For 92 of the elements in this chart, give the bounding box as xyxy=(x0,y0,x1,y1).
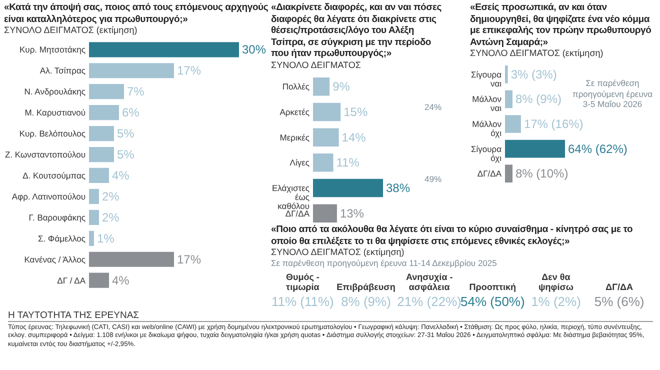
text: 24% xyxy=(423,102,442,112)
bar xyxy=(89,210,99,225)
y-tick-label: Κυρ. Μητσοτάκης xyxy=(20,44,86,55)
category-label: Θυμός - τιμωρία xyxy=(286,272,320,292)
bar xyxy=(89,126,114,142)
data-label: 4% xyxy=(112,273,130,288)
y-tick-label: Αλ. Τσίπρας xyxy=(40,66,86,76)
y-tick-label: Αρκετές xyxy=(280,106,310,116)
data-label: 17% xyxy=(177,252,202,266)
bar xyxy=(89,146,114,162)
data-label: 54% (50%) xyxy=(460,294,525,308)
text: Η ΤΑΥΤΟΤΗΤΑ ΤΗΣ ΕΡΕΥΝΑΣ xyxy=(8,310,653,322)
text: 49% xyxy=(423,174,442,184)
data-label: 17% xyxy=(177,64,202,78)
bar xyxy=(89,105,119,120)
category-label: Ανησυχία - ασφάλεια xyxy=(406,272,453,292)
y-tick-label: Λίγες xyxy=(290,157,310,168)
bar xyxy=(313,204,337,222)
category-label: ΔΓ/ΔΑ xyxy=(606,282,634,292)
bar xyxy=(89,230,94,246)
bar xyxy=(89,84,124,100)
y-tick-label: Μάλλον ναι xyxy=(472,94,502,114)
y-tick-label: Ν. Ανδρουλάκης xyxy=(24,86,86,97)
text: «Ποιο από τα ακόλουθα θα λέγατε ότι είναι το κύριο συναίσθημα - κίνητρό σας με το οποίο θα επιλέξετε το τι θα ψηφίσετε στις επόμενες εθνικές εκλογές;» xyxy=(271,224,634,247)
y-tick-label: Μάλλον όχι xyxy=(472,119,502,138)
bar xyxy=(505,140,565,158)
bar xyxy=(313,102,341,121)
y-tick-label: Αφρ. Λατινοπούλου xyxy=(12,191,86,202)
text: Σε παρένθεση προηγούμενη έρευνα 11-14 Δεκεμβρίου 2025 xyxy=(271,258,498,268)
data-label: 2% xyxy=(102,189,120,204)
bar xyxy=(89,272,109,288)
bar xyxy=(313,153,334,172)
data-label: 30% xyxy=(242,42,266,57)
chart-title: «Διακρίνετε διαφορές, και αν ναι πόσες διαφορές θα λέγατε ότι διακρίνετε στις θέσεις/προτάσεις/λόγο του Αλέξη Τσίπρα, σε σύγκριση με την περίοδο που ήταν πρωθυπουργός;» xyxy=(271,2,442,60)
data-label: 38% xyxy=(386,180,410,195)
data-label: 1% xyxy=(97,231,115,246)
data-label: 64% (62%) xyxy=(568,142,628,156)
y-tick-label: Μ. Καρυστιανού xyxy=(24,108,86,118)
text: Σε παρένθεση προηγούμενη έρευνα 3-5 Μαΐου 2026 xyxy=(571,78,654,110)
y-tick-label: Πολλές xyxy=(282,81,310,92)
y-tick-label: Γ. Βαρουφάκης xyxy=(28,212,86,222)
data-label: 9% xyxy=(332,79,350,94)
data-label: 13% xyxy=(340,206,364,220)
bar xyxy=(313,128,339,146)
data-label: 17% (16%) xyxy=(524,117,584,131)
category-label: Δεν θα ψηφίσω xyxy=(538,272,574,292)
data-label: 8% (10%) xyxy=(516,166,568,181)
data-label: 15% xyxy=(344,104,368,118)
data-label: 8% (9%) xyxy=(516,92,562,106)
data-label: 4% xyxy=(112,168,130,182)
bar xyxy=(89,252,174,267)
category-label: Επιβράβευση xyxy=(336,282,396,292)
y-tick-label: Σίγουρα ναι xyxy=(470,69,502,88)
bar xyxy=(505,90,512,108)
y-tick-label: Σίγουρα όχι xyxy=(470,144,502,163)
data-label: 11% xyxy=(336,155,360,170)
y-tick-label: Κυρ. Βελόπουλος xyxy=(19,128,86,139)
chart-subtitle: ΣΥΝΟΛΟ ΔΕΙΓΜΑΤΟΣ (εκτίμηση) xyxy=(4,25,138,36)
data-label: 1% (2%) xyxy=(531,294,581,308)
bar xyxy=(505,115,521,133)
bar xyxy=(505,164,512,183)
y-tick-label: ΔΓ/ΔΑ xyxy=(477,168,502,179)
bar xyxy=(313,178,383,197)
y-tick-label: Κανένας / Άλλος xyxy=(24,254,86,264)
y-tick-label: ΔΓ / ΔΑ xyxy=(57,275,86,286)
data-label: 11% (11%) xyxy=(271,294,334,308)
category-label: Προοπτική xyxy=(469,282,516,292)
data-label: 5% xyxy=(117,148,135,162)
data-label: 21% (22%) xyxy=(397,294,462,308)
bar xyxy=(89,42,239,58)
data-label: 2% xyxy=(102,210,120,224)
chart-subtitle: ΣΥΝΟΛΟ ΔΕΙΓΜΑΤΟΣ (εκτίμηση) xyxy=(470,48,604,59)
bar xyxy=(89,188,99,204)
bar xyxy=(89,168,109,184)
data-label: 5% xyxy=(117,126,135,141)
data-label: 14% xyxy=(342,130,366,144)
data-label: 5% (6%) xyxy=(594,294,644,308)
data-label: 6% xyxy=(122,106,140,120)
chart-subtitle: ΣΥΝΟΛΟ ΔΕΙΓΜΑΤΟΣ xyxy=(271,60,362,70)
y-tick-label: Μερικές xyxy=(280,132,310,142)
chart-title: «Εσείς προσωπικά, αν και όταν δημιουργηθεί, θα ψηφίζατε ένα νέο κόμμα με επικεφαλής τον πρώην πρωθυπουργό Αντώνη Σαμαρά;» xyxy=(470,2,652,48)
bar xyxy=(505,65,508,84)
text: ΣΥΝΟΛΟ ΔΕΙΓΜΑΤΟΣ (εκτίμηση) xyxy=(271,247,406,258)
bar xyxy=(313,77,330,96)
data-label: 3% (3%) xyxy=(510,67,557,82)
data-label: 7% xyxy=(127,84,145,99)
chart-title: «Κατά την άποψή σας, ποιος από τους επόμενους αρχηγούς είναι καταλληλότερος για πρωθυπουργό;» xyxy=(4,2,270,25)
data-label: 8% (9%) xyxy=(341,294,391,308)
bar xyxy=(89,63,174,78)
y-tick-label: Δ. Κουτσούμπας xyxy=(22,170,86,180)
y-tick-label: Ζ. Κωνσταντοπούλου xyxy=(5,150,86,160)
y-tick-label: Σ. Φάμελλος xyxy=(38,233,86,244)
